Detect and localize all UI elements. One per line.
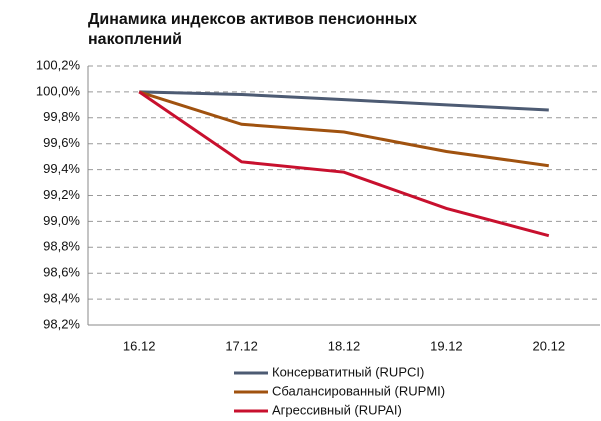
chart-title: Динамика индексов активов пенсионных нак… bbox=[88, 11, 418, 48]
x-tick-label: 20.12 bbox=[533, 338, 566, 353]
x-tick-label: 18.12 bbox=[328, 338, 361, 353]
y-tick-label: 98,2% bbox=[43, 316, 80, 331]
series-line bbox=[138, 90, 550, 168]
y-tick-label: 100,2% bbox=[36, 57, 81, 72]
series-line bbox=[138, 90, 550, 238]
legend-label: Агрессивный (RUPAI) bbox=[272, 402, 402, 417]
x-tick-label: 17.12 bbox=[225, 338, 258, 353]
series-line bbox=[139, 90, 549, 112]
y-tick-label: 100,0% bbox=[36, 83, 81, 98]
x-tick-label: 19.12 bbox=[430, 338, 463, 353]
y-tick-label: 99,2% bbox=[43, 187, 80, 202]
y-tick-label: 99,0% bbox=[43, 213, 80, 228]
y-tick-label: 99,8% bbox=[43, 109, 80, 124]
y-tick-label: 98,6% bbox=[43, 265, 80, 280]
y-tick-label: 99,6% bbox=[43, 135, 80, 150]
legend-label: Сбалансированный (RUPMI) bbox=[272, 383, 445, 398]
y-tick-label: 98,4% bbox=[43, 291, 80, 306]
y-tick-label: 98,8% bbox=[43, 239, 80, 254]
legend-label: Консерватитный (RUPCI) bbox=[272, 364, 424, 379]
y-tick-label: 99,4% bbox=[43, 161, 80, 176]
x-tick-label: 16.12 bbox=[123, 338, 156, 353]
